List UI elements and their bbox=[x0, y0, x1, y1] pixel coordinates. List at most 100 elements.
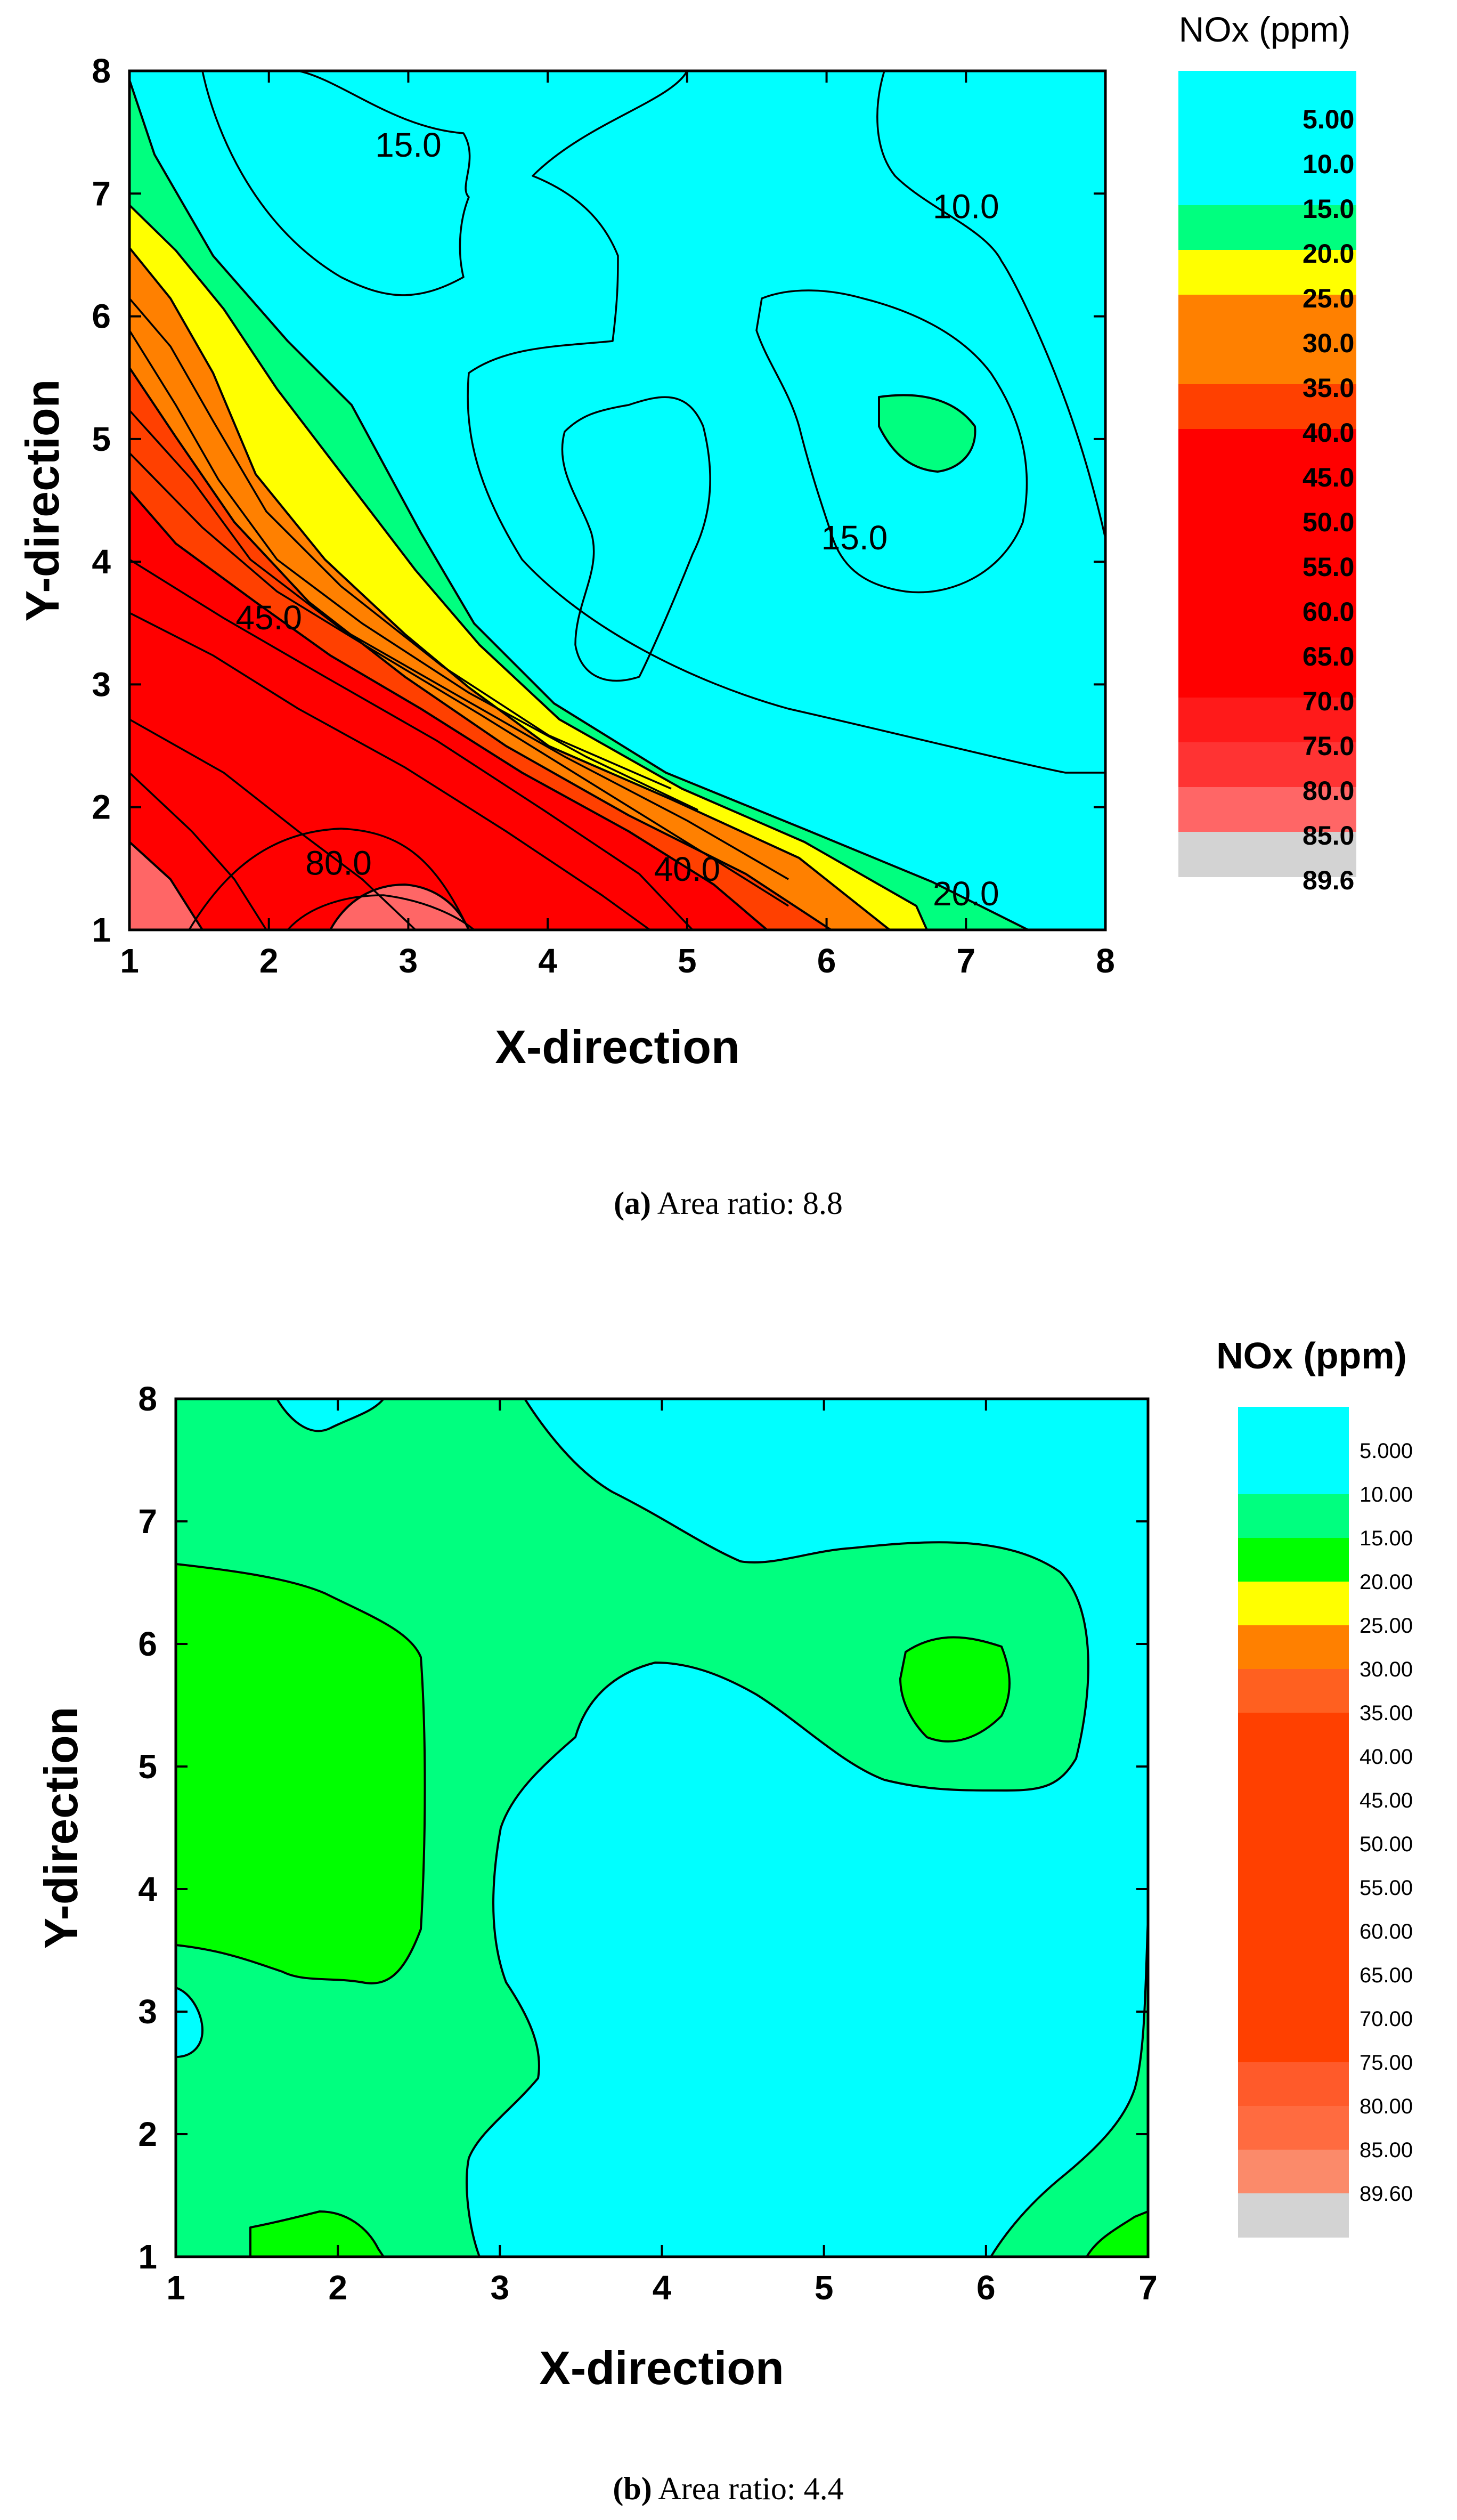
colorbar-swatch bbox=[1238, 1887, 1349, 1932]
colorbar-label: 50.00 bbox=[1360, 1833, 1413, 1856]
caption-b: (b) Area ratio: 4.4 bbox=[613, 2471, 843, 2506]
y-tick-label: 1 bbox=[138, 2238, 157, 2276]
colorbar-label: 15.0 bbox=[1303, 194, 1354, 224]
colorbar-label: 80.0 bbox=[1303, 776, 1354, 806]
colorbar-label: 15.00 bbox=[1360, 1527, 1413, 1550]
colorbar-swatch bbox=[1178, 384, 1356, 430]
colorbar-swatch bbox=[1178, 608, 1356, 653]
colorbar-swatch bbox=[1178, 832, 1356, 877]
colorbar-swatch bbox=[1238, 1582, 1349, 1626]
colorbar-swatch bbox=[1178, 518, 1356, 564]
caption-a: (a) Area ratio: 8.8 bbox=[614, 1186, 843, 1221]
x-tick-label: 5 bbox=[815, 2268, 834, 2307]
contour-label: 45.0 bbox=[235, 598, 302, 637]
colorbar-swatch bbox=[1238, 1669, 1349, 1713]
colorbar-label: 40.0 bbox=[1303, 418, 1354, 448]
x-tick-label: 4 bbox=[538, 942, 557, 980]
colorbar-label: 30.00 bbox=[1360, 1658, 1413, 1681]
caption-text-b: Area ratio: 4.4 bbox=[652, 2471, 844, 2506]
caption-text-a: Area ratio: 8.8 bbox=[651, 1186, 843, 1221]
colorbar-label: 35.00 bbox=[1360, 1701, 1413, 1725]
y-tick-label: 5 bbox=[92, 420, 111, 458]
colorbar-label: 70.00 bbox=[1360, 2007, 1413, 2031]
colorbar-swatch bbox=[1178, 71, 1356, 116]
x-tick-label: 2 bbox=[328, 2268, 347, 2307]
contour-fill-b bbox=[176, 1399, 1148, 2257]
contour-label: 40.0 bbox=[654, 850, 721, 888]
x-tick-label: 2 bbox=[259, 942, 279, 980]
colorbar-swatch bbox=[1238, 1538, 1349, 1582]
colorbar-label: 75.00 bbox=[1360, 2051, 1413, 2075]
axis-ticks-b: 1 2 3 4 5 6 7 1 2 3 4 5 6 7 8 bbox=[138, 1380, 1157, 2307]
y-tick-label: 5 bbox=[138, 1747, 157, 1786]
colorbar-label: 89.60 bbox=[1360, 2182, 1413, 2206]
colorbar-label: 50.0 bbox=[1303, 507, 1354, 537]
colorbar-label: 20.0 bbox=[1303, 239, 1354, 269]
colorbar-label: 20.00 bbox=[1360, 1570, 1413, 1594]
colorbar-label: 80.00 bbox=[1360, 2095, 1413, 2118]
contour-label: 15.0 bbox=[375, 126, 442, 164]
colorbar-label: 85.00 bbox=[1360, 2138, 1413, 2162]
colorbar-swatch bbox=[1238, 1931, 1349, 1975]
colorbar-label: 25.00 bbox=[1360, 1614, 1413, 1638]
colorbar-swatch bbox=[1238, 1451, 1349, 1495]
colorbar-title-a: NOx (ppm) bbox=[1179, 10, 1351, 49]
contour-chart-a: 1 2 3 4 5 6 7 8 1 2 3 4 5 6 7 8 15.0 10.0 15.0 45.0 80.0 40.… bbox=[16, 10, 1356, 1221]
y-axis-title-a: Y-direction bbox=[16, 379, 69, 622]
x-tick-label: 6 bbox=[817, 942, 836, 980]
x-tick-label: 6 bbox=[976, 2268, 996, 2307]
colorbar-label: 75.0 bbox=[1303, 731, 1354, 761]
colorbar-label: 55.00 bbox=[1360, 1876, 1413, 1900]
x-tick-label: 5 bbox=[678, 942, 697, 980]
colorbar-swatch bbox=[1238, 2193, 1349, 2238]
colorbar-title-b: NOx (ppm) bbox=[1216, 1335, 1407, 1376]
colorbar-label: 45.00 bbox=[1360, 1789, 1413, 1812]
caption-letter-a: (a) bbox=[614, 1186, 651, 1221]
colorbar-label: 65.00 bbox=[1360, 1964, 1413, 1987]
colorbar-label: 35.0 bbox=[1303, 373, 1354, 403]
colorbar-label: 60.0 bbox=[1303, 597, 1354, 627]
colorbar-swatch bbox=[1238, 1494, 1349, 1538]
x-tick-label: 4 bbox=[653, 2268, 672, 2307]
colorbar-swatch bbox=[1178, 205, 1356, 250]
colorbar-swatch bbox=[1178, 295, 1356, 340]
colorbar-b: 5.000 10.00 15.00 20.00 25.00 30.00 35.00 40.00… bbox=[1238, 1407, 1413, 2238]
colorbar-swatch bbox=[1238, 2019, 1349, 2063]
contour-label: 10.0 bbox=[933, 187, 999, 225]
colorbar-swatch bbox=[1178, 160, 1356, 206]
colorbar-swatch bbox=[1238, 1407, 1349, 1451]
colorbar-label: 65.0 bbox=[1303, 642, 1354, 671]
colorbar-swatch bbox=[1178, 787, 1356, 832]
colorbar-swatch bbox=[1238, 2062, 1349, 2106]
y-tick-label: 6 bbox=[92, 297, 111, 336]
y-tick-label: 7 bbox=[138, 1502, 157, 1541]
colorbar-swatch bbox=[1178, 563, 1356, 609]
x-tick-label: 1 bbox=[166, 2268, 185, 2307]
y-tick-label: 2 bbox=[92, 788, 111, 827]
colorbar-swatch bbox=[1178, 653, 1356, 698]
colorbar-swatch bbox=[1238, 1800, 1349, 1844]
colorbar-label: 5.00 bbox=[1303, 104, 1354, 134]
x-tick-label: 7 bbox=[956, 942, 975, 980]
contour-labels-a: 15.0 10.0 15.0 45.0 80.0 40.0 20.0 bbox=[235, 126, 999, 913]
x-tick-label: 3 bbox=[399, 942, 418, 980]
colorbar-swatch bbox=[1178, 698, 1356, 743]
colorbar-swatch bbox=[1178, 742, 1356, 788]
y-tick-label: 3 bbox=[92, 665, 111, 703]
colorbar-swatch bbox=[1178, 339, 1356, 385]
colorbar-swatch bbox=[1238, 1713, 1349, 1757]
colorbar-swatch bbox=[1238, 2150, 1349, 2194]
colorbar-swatch bbox=[1238, 2106, 1349, 2150]
x-tick-label: 7 bbox=[1138, 2268, 1158, 2307]
x-tick-label: 3 bbox=[491, 2268, 510, 2307]
colorbar-swatch bbox=[1178, 429, 1356, 474]
x-axis-title-b: X-direction bbox=[539, 2341, 784, 2394]
x-axis-title-a: X-direction bbox=[495, 1020, 740, 1073]
y-tick-label: 4 bbox=[92, 542, 111, 581]
x-tick-label: 1 bbox=[120, 942, 139, 980]
colorbar-label: 40.00 bbox=[1360, 1745, 1413, 1769]
contour-fill-a bbox=[129, 71, 1105, 930]
colorbar-label: 10.0 bbox=[1303, 149, 1354, 179]
colorbar-swatch bbox=[1238, 1844, 1349, 1888]
